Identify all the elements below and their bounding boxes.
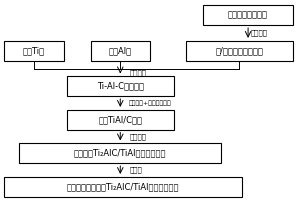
Text: 真空烧结: 真空烧结: [129, 133, 146, 140]
Text: 球形Ti粉: 球形Ti粉: [23, 46, 45, 55]
Text: 超声分散: 超声分散: [251, 30, 268, 36]
FancyBboxPatch shape: [19, 143, 221, 163]
Text: 高致密化定向排列Ti₂AlC/TiAl仿生复合材料: 高致密化定向排列Ti₂AlC/TiAl仿生复合材料: [67, 182, 179, 191]
Text: 层状TiAl/C棒材: 层状TiAl/C棒材: [98, 115, 142, 124]
Text: 低能球磨: 低能球磨: [129, 70, 146, 76]
Text: 定向排列Ti₂AlC/TiAl仿生复合材料: 定向排列Ti₂AlC/TiAl仿生复合材料: [74, 149, 166, 158]
Text: 包套坯料+半固态热挤压: 包套坯料+半固态热挤压: [129, 100, 172, 106]
Text: Ti-Al-C复合粉末: Ti-Al-C复合粉末: [97, 82, 144, 91]
FancyBboxPatch shape: [4, 177, 242, 197]
FancyBboxPatch shape: [203, 5, 293, 25]
Text: 单/少层石墨烯纳米片: 单/少层石墨烯纳米片: [215, 46, 263, 55]
Text: 热轧制: 热轧制: [129, 167, 142, 173]
Text: 多层石墨烯纳米片: 多层石墨烯纳米片: [228, 11, 268, 20]
FancyBboxPatch shape: [67, 76, 174, 96]
FancyBboxPatch shape: [67, 110, 174, 130]
Text: 球形Al粉: 球形Al粉: [109, 46, 132, 55]
FancyBboxPatch shape: [186, 41, 293, 61]
FancyBboxPatch shape: [91, 41, 150, 61]
FancyBboxPatch shape: [4, 41, 64, 61]
